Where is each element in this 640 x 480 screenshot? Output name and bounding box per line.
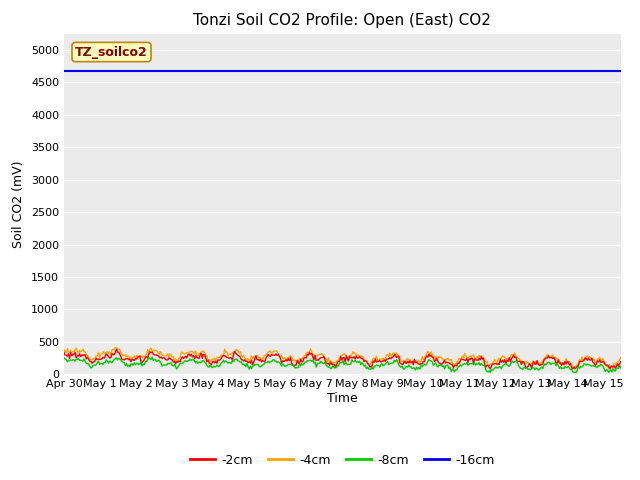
Title: Tonzi Soil CO2 Profile: Open (East) CO2: Tonzi Soil CO2 Profile: Open (East) CO2	[193, 13, 492, 28]
Legend: -2cm, -4cm, -8cm, -16cm: -2cm, -4cm, -8cm, -16cm	[186, 449, 499, 472]
Y-axis label: Soil CO2 (mV): Soil CO2 (mV)	[12, 160, 26, 248]
Text: TZ_soilco2: TZ_soilco2	[75, 46, 148, 59]
X-axis label: Time: Time	[327, 392, 358, 405]
